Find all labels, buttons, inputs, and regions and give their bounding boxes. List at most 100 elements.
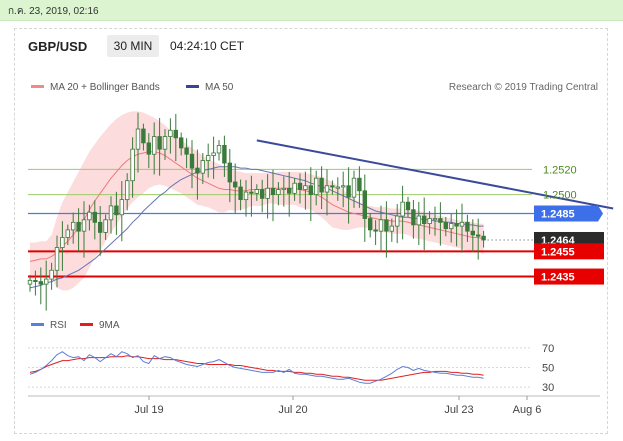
x-tick-label: Aug 6 <box>513 404 542 416</box>
candle <box>189 140 195 189</box>
time-label: 04:24:10 CET <box>170 39 245 53</box>
candle-body <box>276 189 281 195</box>
candle <box>448 213 454 243</box>
candle <box>33 270 38 296</box>
candle <box>27 275 33 292</box>
candle <box>178 132 184 156</box>
candle-body <box>189 153 195 169</box>
candle <box>470 219 475 252</box>
candle-body <box>125 180 130 201</box>
x-tick-label: Jul 23 <box>444 404 473 416</box>
resistance-badge-label: 1.2485 <box>541 209 575 221</box>
candle <box>108 196 114 234</box>
candle-body <box>303 185 308 190</box>
candle <box>65 224 70 246</box>
candle-body <box>76 221 81 232</box>
candle-body <box>443 221 448 230</box>
candle <box>130 137 135 198</box>
candle-body <box>151 136 157 155</box>
candle <box>227 148 232 203</box>
candle <box>98 205 103 256</box>
annotation-layer <box>256 139 614 210</box>
candle-body <box>87 211 92 221</box>
candle-body <box>103 219 108 233</box>
rsi-line <box>29 351 484 384</box>
datetime-label: ก.ค. 23, 2019, 02:16 <box>8 6 99 17</box>
candle <box>416 201 421 246</box>
support-badge-1.2435 <box>534 268 604 285</box>
candle-body <box>454 223 459 227</box>
candle <box>373 220 378 246</box>
candle-body <box>98 221 103 233</box>
candle <box>362 174 367 242</box>
timeframe-badge[interactable]: 30 MIN <box>107 35 159 57</box>
candle-body <box>357 177 362 192</box>
candle-body <box>44 278 49 285</box>
candle-body <box>384 219 389 232</box>
candle-body <box>71 221 76 231</box>
candle-body <box>135 128 141 150</box>
candle-body <box>238 186 243 201</box>
ma50-line <box>29 166 484 289</box>
candle <box>238 179 243 211</box>
support-badge-1.2455 <box>534 243 604 260</box>
ma50-legend-swatch <box>186 85 199 88</box>
candle-body <box>335 186 340 189</box>
candle <box>303 171 308 210</box>
candle-body <box>389 225 394 232</box>
ma9-legend-label: 9MA <box>99 320 120 331</box>
candle <box>211 136 216 179</box>
candle <box>475 218 481 260</box>
candle-body <box>330 185 335 188</box>
candle <box>427 211 432 235</box>
candle-body <box>481 235 486 241</box>
candle <box>265 174 270 219</box>
candle-body <box>146 142 151 155</box>
candle-body <box>367 218 373 231</box>
candle <box>205 143 211 178</box>
resistance-badge <box>534 205 603 222</box>
candle <box>481 230 486 248</box>
candle <box>157 118 162 176</box>
resistance-trendline <box>256 139 614 210</box>
candle-body <box>119 199 124 216</box>
candle-body <box>400 201 405 217</box>
candle <box>454 209 459 247</box>
candle <box>405 196 411 218</box>
bollinger-band-layer <box>30 111 484 291</box>
candle <box>421 197 427 251</box>
bollinger-band-area <box>30 111 484 291</box>
candle-body <box>292 182 297 194</box>
candle-body <box>259 189 265 199</box>
candle <box>367 213 373 238</box>
candle <box>270 169 276 222</box>
candle <box>394 204 400 244</box>
candle-body <box>200 160 205 174</box>
candle <box>141 123 146 151</box>
candle-body <box>168 129 173 137</box>
candle-body <box>319 177 324 193</box>
candle <box>71 212 76 244</box>
ma50-legend-label: MA 50 <box>205 82 234 93</box>
candle-body <box>340 185 346 188</box>
candle-body <box>27 279 33 285</box>
candle <box>232 163 238 214</box>
candle <box>81 201 87 258</box>
candle-body <box>227 162 232 183</box>
candle-body <box>346 185 351 198</box>
candle <box>357 166 362 208</box>
candle-body <box>130 148 135 182</box>
candle <box>330 180 335 195</box>
candle <box>308 167 313 222</box>
candle-body <box>162 136 168 150</box>
candle-body <box>427 218 432 224</box>
candle-body <box>313 177 319 195</box>
candle <box>346 167 351 224</box>
candle <box>459 203 465 253</box>
candle <box>254 184 259 201</box>
candle <box>411 200 416 239</box>
instrument-title: GBP/USD <box>28 39 88 54</box>
candle-body <box>92 211 97 223</box>
candle <box>281 176 286 207</box>
